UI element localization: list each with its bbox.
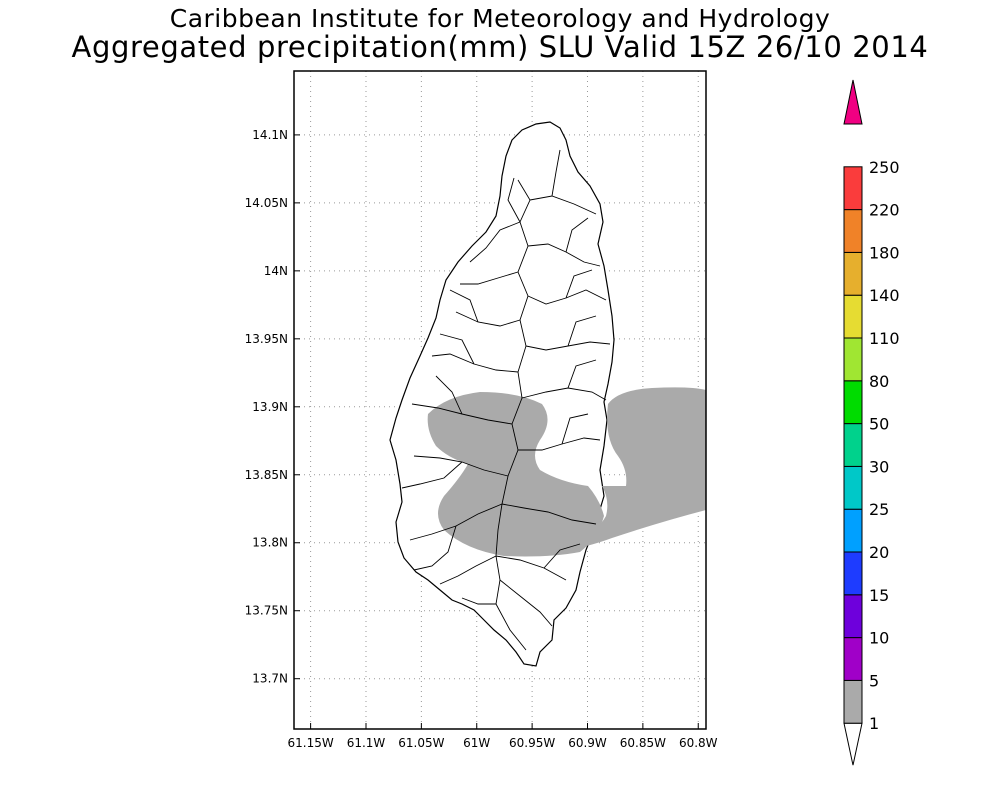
lon-tick-label: 61.1W (347, 736, 386, 750)
lat-tick-label: 13.85N (245, 468, 288, 482)
lat-tick-label: 14.05N (245, 196, 288, 210)
watershed-boundaries (401, 149, 611, 651)
colorbar-box (843, 209, 863, 253)
colorbar-label: 80 (869, 372, 889, 391)
precip-shading (427, 387, 706, 557)
colorbar-label: 15 (869, 586, 889, 605)
lon-tick-label: 61W (463, 736, 490, 750)
lat-tick-label: 13.8N (252, 536, 288, 550)
lat-tick-label: 13.75N (245, 604, 288, 618)
colorbar-box (843, 423, 863, 467)
colorbar-box (843, 594, 863, 639)
lon-tick-label: 60.8W (679, 736, 718, 750)
lat-tick-label: 14N (264, 264, 288, 278)
colorbar-box (843, 637, 863, 681)
map-title: Caribbean Institute for Meteorology and … (169, 4, 831, 33)
lon-tick-label: 60.95W (509, 736, 555, 750)
colorbar-label: 220 (869, 201, 900, 220)
colorbar-label: 1 (869, 714, 879, 733)
latitude-axis: 14.1N 14.05N 14N 13.95N 13.9N 13.85N 13.8N 13.7… (245, 128, 300, 686)
colorbar-under-arrow (843, 722, 863, 766)
colorbar-label: 10 (869, 629, 889, 648)
colorbar-label: 110 (869, 329, 900, 348)
colorbar-label: 180 (869, 243, 900, 262)
lat-tick-label: 13.9N (252, 400, 288, 414)
colorbar-box (843, 508, 863, 553)
map-area (389, 121, 706, 667)
lat-tick-label: 13.95N (245, 332, 288, 346)
precip-region-west (427, 392, 604, 557)
lon-tick-label: 60.85W (620, 736, 666, 750)
colorbar-box (843, 679, 863, 724)
lon-tick-label: 60.9W (568, 736, 607, 750)
colorbar-box (843, 294, 863, 339)
colorbar-box (843, 166, 863, 211)
colorbar-label: 140 (869, 286, 900, 305)
map-subtitle: Aggregated precipitation(mm) SLU Valid 1… (71, 30, 929, 64)
colorbar-over-arrow (843, 79, 863, 125)
colorbar-box (843, 465, 863, 510)
lon-tick-label: 61.15W (288, 736, 334, 750)
lat-tick-label: 14.1N (252, 128, 288, 142)
precip-region-east (576, 387, 706, 548)
colorbar-box (843, 337, 863, 382)
lon-tick-label: 61.05W (398, 736, 444, 750)
colorbar-label: 30 (869, 457, 889, 476)
colorbar-label: 250 (869, 158, 900, 177)
colorbar-box (843, 551, 863, 596)
colorbar-box (843, 380, 863, 425)
map-frame (293, 70, 707, 730)
colorbar-box (843, 251, 863, 296)
colorbar-label: 50 (869, 415, 889, 434)
longitude-axis: 61.15W 61.1W 61.05W 61W 60.95W 60.9W 60.85W 60.… (288, 723, 718, 750)
colorbar-label: 25 (869, 500, 889, 519)
lat-tick-label: 13.7N (252, 672, 288, 686)
colorbar-label: 20 (869, 543, 889, 562)
colorbar-label: 5 (869, 671, 879, 690)
